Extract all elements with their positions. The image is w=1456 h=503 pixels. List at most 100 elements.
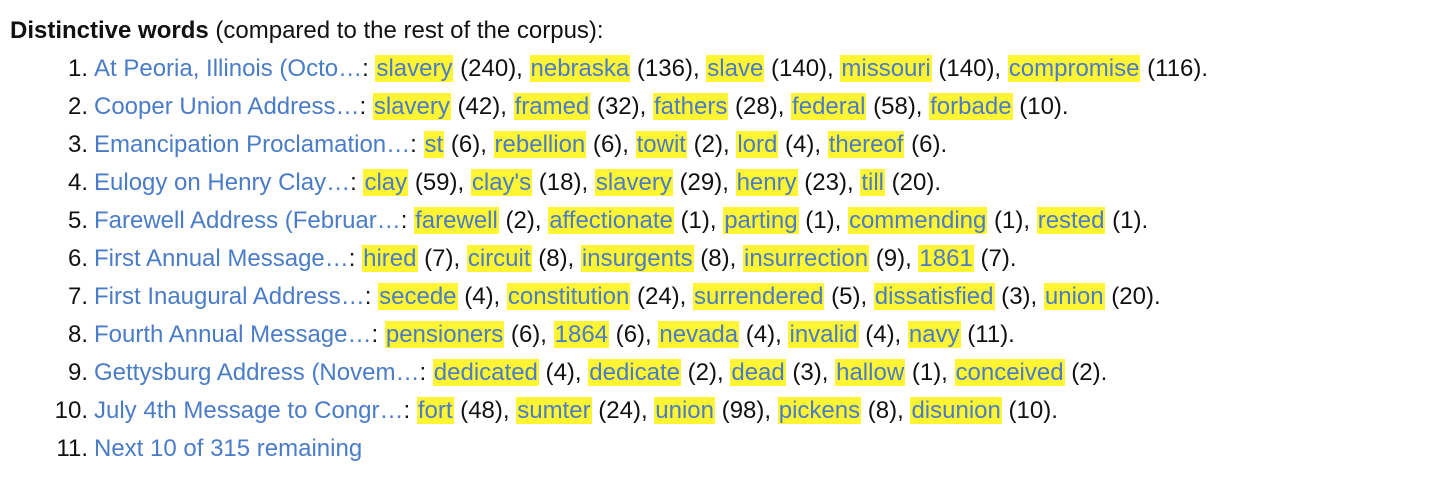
distinctive-word-link[interactable]: towit: [635, 131, 687, 158]
distinctive-word-link[interactable]: union: [654, 397, 716, 424]
document-title-link[interactable]: First Annual Message…: [94, 245, 349, 272]
distinctive-word-link[interactable]: rebellion: [493, 131, 587, 158]
distinctive-word-link[interactable]: slavery: [372, 93, 451, 120]
list-item: 4. Eulogy on Henry Clay…: clay (59), clay…: [10, 164, 1456, 202]
word-count: 48: [468, 397, 495, 424]
list-item-number: 4.: [67, 169, 88, 196]
distinctive-word-link[interactable]: secede: [378, 283, 458, 310]
list-item: 2. Cooper Union Address…: slavery (42), f…: [10, 88, 1456, 126]
distinctive-word-link[interactable]: dead: [730, 359, 786, 386]
word-count: 20: [899, 169, 927, 196]
next-page-link[interactable]: Next 10 of 315 remaining: [94, 435, 363, 462]
document-title-link[interactable]: First Inaugural Address…: [94, 283, 365, 310]
list-item-number: 5.: [67, 207, 88, 234]
word-count: 4: [873, 321, 887, 348]
word-count: 24: [606, 397, 633, 424]
document-title-link[interactable]: Farewell Address (Februar…: [94, 207, 401, 234]
word-count: 5: [839, 283, 853, 310]
distinctive-word-link[interactable]: fathers: [652, 93, 729, 120]
word-count: 140: [779, 55, 820, 82]
distinctive-word-link[interactable]: missouri: [840, 55, 932, 82]
list-item-number: 1.: [67, 55, 88, 82]
distinctive-word-link[interactable]: conceived: [954, 359, 1065, 386]
distinctive-word-link[interactable]: rested: [1036, 207, 1106, 234]
word-count: 59: [422, 169, 450, 196]
word-count: 20: [1119, 283, 1146, 310]
distinctive-word-link[interactable]: henry: [735, 169, 798, 196]
word-count: 9: [883, 245, 898, 272]
word-count: 98: [729, 397, 757, 424]
distinctive-word-link[interactable]: pensioners: [384, 321, 505, 348]
word-count: 4: [472, 283, 486, 310]
distinctive-word-link[interactable]: insurrection: [742, 245, 870, 272]
distinctive-word-link[interactable]: 1864: [553, 321, 610, 348]
list-item-next: 11. Next 10 of 315 remaining: [10, 430, 1456, 468]
distinctive-word-link[interactable]: commending: [847, 207, 988, 234]
distinctive-word-link[interactable]: fort: [416, 397, 454, 424]
distinctive-word-link[interactable]: lord: [736, 131, 779, 158]
distinctive-word-link[interactable]: nevada: [658, 321, 740, 348]
word-count: 10: [1016, 397, 1044, 424]
document-title-link[interactable]: At Peoria, Illinois (Octo…: [94, 55, 363, 82]
distinctive-word-link[interactable]: invalid: [788, 321, 859, 348]
distinctive-word-link[interactable]: circuit: [466, 245, 532, 272]
list-item-number: 9.: [67, 359, 88, 386]
list-item-number: 7.: [67, 283, 88, 310]
word-count: 10: [1027, 93, 1054, 120]
distinctive-word-link[interactable]: 1861: [918, 245, 974, 272]
distinctive-word-link[interactable]: pickens: [777, 397, 862, 424]
word-count: 58: [881, 93, 908, 120]
list-item: 8. Fourth Annual Message…: pensioners (6)…: [10, 316, 1456, 354]
distinctive-word-link[interactable]: till: [860, 169, 885, 196]
document-title-link[interactable]: Fourth Annual Message…: [94, 321, 372, 348]
distinctive-word-link[interactable]: slave: [706, 55, 765, 82]
distinctive-word-link[interactable]: framed: [513, 93, 591, 120]
document-title-link[interactable]: Emancipation Proclamation…: [94, 131, 411, 158]
distinctive-word-link[interactable]: parting: [723, 207, 799, 234]
distinctive-word-link[interactable]: hired: [362, 245, 418, 272]
distinctive-words-panel: Distinctive words (compared to the rest …: [10, 17, 1456, 468]
distinctive-word-link[interactable]: forbade: [929, 93, 1013, 120]
distinctive-word-link[interactable]: slavery: [375, 55, 454, 82]
word-count: 1: [813, 207, 827, 234]
distinctive-word-link[interactable]: dedicated: [432, 359, 539, 386]
distinctive-word-link[interactable]: hallow: [835, 359, 906, 386]
distinctive-word-link[interactable]: slavery: [594, 169, 673, 196]
distinctive-word-link[interactable]: st: [423, 131, 445, 158]
distinctive-word-link[interactable]: navy: [907, 321, 961, 348]
word-count: 6: [600, 131, 615, 158]
distinctive-word-link[interactable]: clay: [363, 169, 409, 196]
document-title-link[interactable]: Gettysburg Address (Novem…: [94, 359, 420, 386]
distinctive-word-link[interactable]: federal: [791, 93, 867, 120]
distinctive-word-link[interactable]: affectionate: [548, 207, 674, 234]
distinctive-word-link[interactable]: union: [1043, 283, 1105, 310]
distinctive-word-link[interactable]: compromise: [1007, 55, 1141, 82]
distinctive-word-link[interactable]: nebraska: [529, 55, 631, 82]
distinctive-word-link[interactable]: thereof: [827, 131, 905, 158]
distinctive-word-link[interactable]: disunion: [910, 397, 1002, 424]
list-item: 6. First Annual Message…: hired (7), circ…: [10, 240, 1456, 278]
heading-rest: (compared to the rest of the corpus):: [208, 17, 604, 44]
distinctive-word-link[interactable]: insurgents: [580, 245, 694, 272]
distinctive-word-link[interactable]: clay's: [470, 169, 533, 196]
document-title-link[interactable]: Cooper Union Address…: [94, 93, 360, 120]
distinctive-word-link[interactable]: surrendered: [693, 283, 825, 310]
distinctive-word-link[interactable]: dissatisfied: [873, 283, 995, 310]
distinctive-word-link[interactable]: farewell: [414, 207, 499, 234]
word-count: 18: [546, 169, 574, 196]
word-count: 3: [800, 359, 814, 386]
document-title-link[interactable]: July 4th Message to Congr…: [94, 397, 404, 424]
word-count: 3: [1009, 283, 1023, 310]
word-count: 240: [468, 55, 509, 82]
list-item-number: 6.: [67, 245, 88, 272]
word-count: 116: [1155, 55, 1194, 82]
word-count: 6: [919, 131, 933, 158]
document-list: 1. At Peoria, Illinois (Octo…: slavery (2…: [10, 50, 1456, 468]
distinctive-word-link[interactable]: dedicate: [588, 359, 681, 386]
distinctive-word-link[interactable]: sumter: [516, 397, 592, 424]
word-count: 32: [604, 93, 632, 120]
document-title-link[interactable]: Eulogy on Henry Clay…: [94, 169, 351, 196]
distinctive-word-link[interactable]: constitution: [506, 283, 631, 310]
list-item: 9. Gettysburg Address (Novem…: dedicated …: [10, 354, 1456, 392]
word-count: 2: [695, 359, 710, 386]
